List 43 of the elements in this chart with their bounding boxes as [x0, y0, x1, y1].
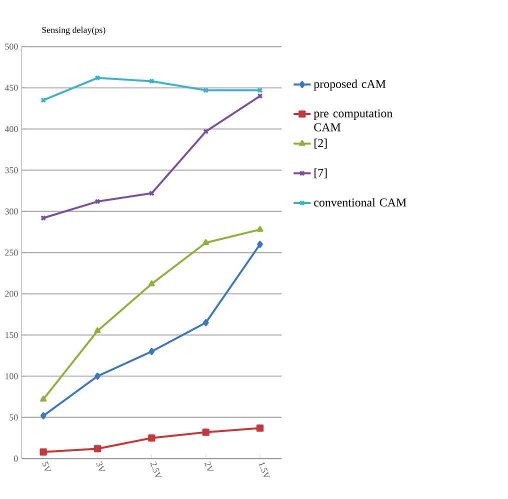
point	[40, 448, 47, 456]
point	[40, 412, 46, 420]
point	[256, 424, 264, 432]
point	[256, 226, 264, 232]
point	[94, 445, 102, 452]
point	[148, 348, 155, 356]
y-tick-label: 250	[5, 250, 18, 256]
y-tick-label: 50	[10, 414, 18, 420]
x-tick-label: 2V	[204, 462, 214, 472]
y-tick-label: 0	[14, 456, 18, 462]
point	[257, 240, 263, 248]
point	[94, 327, 101, 334]
point	[148, 280, 155, 286]
point	[202, 319, 209, 326]
point	[40, 396, 47, 402]
legend-label: proposed cAM	[314, 80, 386, 90]
y-tick-label: 450	[4, 84, 18, 91]
x-tick-label: 3V	[96, 462, 106, 472]
point	[94, 372, 100, 380]
point	[94, 198, 100, 204]
point	[148, 78, 154, 84]
y-tick-label: 100	[5, 373, 18, 380]
y-axis-title: Sensing delay(ps)	[42, 26, 106, 35]
legend-label: [7]	[314, 168, 327, 178]
y-tick-label: 150	[5, 332, 18, 338]
legend-label: [2]	[314, 138, 327, 149]
y-tick-label: 350	[5, 167, 18, 174]
y-tick-label: 200	[5, 290, 18, 297]
y-tick-label: 500	[5, 44, 18, 50]
y-tick-label: 300	[5, 208, 18, 214]
point	[148, 434, 156, 442]
x-tick-label: 2.5V	[150, 462, 162, 478]
legend-label: pre computation CAM	[314, 109, 392, 132]
point	[148, 190, 154, 196]
legend-label: conventional CAM	[314, 198, 406, 207]
y-tick-label: 400	[4, 126, 18, 132]
point	[202, 239, 210, 246]
point	[94, 75, 100, 81]
point	[202, 428, 210, 436]
x-tick-label: 1.5V	[258, 462, 270, 478]
point	[203, 87, 209, 94]
point	[203, 128, 209, 134]
x-tick-label: 5V	[42, 462, 52, 472]
